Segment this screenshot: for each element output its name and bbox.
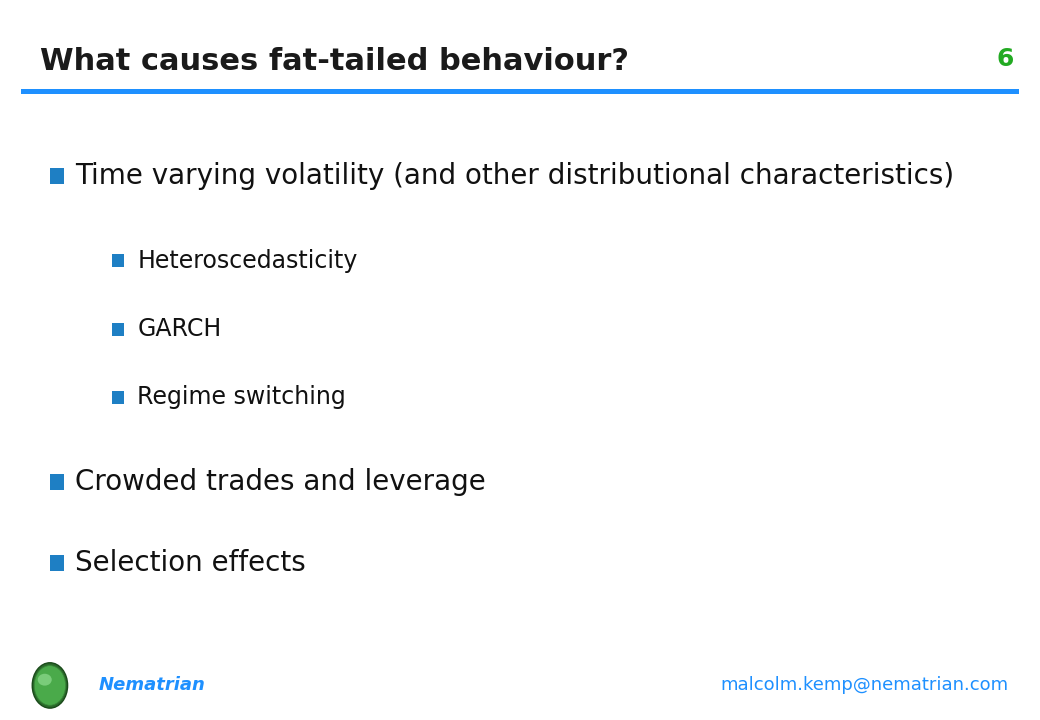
- Bar: [112, 254, 124, 267]
- Text: 6: 6: [996, 47, 1014, 71]
- Text: GARCH: GARCH: [137, 317, 222, 341]
- Text: Time varying volatility (and other distributional characteristics): Time varying volatility (and other distr…: [75, 163, 954, 190]
- Ellipse shape: [37, 674, 52, 685]
- Text: What causes fat-tailed behaviour?: What causes fat-tailed behaviour?: [40, 47, 628, 76]
- Ellipse shape: [34, 665, 66, 706]
- Text: Heteroscedasticity: Heteroscedasticity: [137, 248, 358, 273]
- Bar: [112, 391, 124, 404]
- Bar: [112, 323, 124, 336]
- Bar: [21, 89, 1019, 94]
- Text: Nematrian: Nematrian: [99, 677, 206, 694]
- Text: Regime switching: Regime switching: [137, 385, 346, 410]
- Ellipse shape: [32, 662, 68, 708]
- Text: Selection effects: Selection effects: [75, 549, 306, 577]
- Text: malcolm.kemp@nematrian.com: malcolm.kemp@nematrian.com: [721, 677, 1009, 694]
- Bar: [50, 555, 64, 571]
- Bar: [50, 474, 64, 490]
- Text: Crowded trades and leverage: Crowded trades and leverage: [75, 469, 486, 496]
- Bar: [50, 168, 64, 184]
